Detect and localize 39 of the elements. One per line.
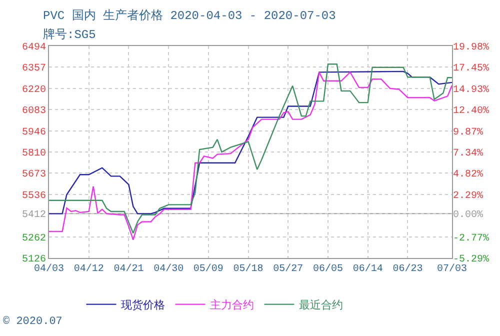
legend-label: 现货价格 <box>121 298 166 312</box>
x-tick-label: 04/03 <box>34 263 64 275</box>
x-tick-label: 06/23 <box>392 263 423 275</box>
y-tick-label: 5536 <box>22 190 46 202</box>
x-tick-label: 07/03 <box>436 263 468 275</box>
y-tick-label: 5946 <box>22 127 46 138</box>
x-tick-label: 06/05 <box>312 263 344 275</box>
y-tick-label: 5673 <box>22 170 46 181</box>
text: © 2020.07 <box>3 316 62 328</box>
line-series <box>49 70 452 214</box>
y2-tick-label: 4.82% <box>453 170 484 181</box>
y-tick-label: 6220 <box>22 84 46 96</box>
y2-tick-label: 14.93% <box>453 84 490 96</box>
y2-tick-label: -2.77% <box>453 233 490 244</box>
y2-tick-label: 19.98% <box>453 42 490 54</box>
x-tick-label: 04/12 <box>74 263 104 275</box>
y-tick-label: 5412 <box>22 210 46 222</box>
y-tick-label: 5262 <box>22 233 46 244</box>
y-tick-label: 5810 <box>22 148 46 160</box>
y2-tick-label: 7.34% <box>453 148 484 160</box>
x-tick-label: 04/30 <box>154 263 184 275</box>
x-tick-label: 05/27 <box>273 263 304 275</box>
y2-tick-label: 2.29% <box>453 190 484 202</box>
legend-label: 最近合约 <box>299 298 344 312</box>
x-tick-label: 06/14 <box>352 263 383 275</box>
y2-tick-label: 0.00% <box>453 210 484 222</box>
chart-subtitle: 牌号:SG5 <box>43 28 96 42</box>
y2-tick-label: 9.87% <box>453 127 484 138</box>
y-tick-label: 5126 <box>22 254 46 266</box>
y-tick-label: 6083 <box>22 106 46 118</box>
y-tick-label: 6357 <box>22 64 46 75</box>
y2-tick-label: 12.40% <box>453 106 490 118</box>
chart-title: PVC 国内 生产者价格 2020-04-03 - 2020-07-03 <box>43 8 336 23</box>
y-tick-label: 6494 <box>22 42 46 54</box>
y2-tick-label: 17.45% <box>453 64 490 75</box>
x-tick-label: 05/09 <box>193 263 224 275</box>
x-tick-label: 04/21 <box>114 263 144 275</box>
legend-label: 主力合约 <box>210 298 254 312</box>
x-tick-label: 05/18 <box>233 263 264 275</box>
